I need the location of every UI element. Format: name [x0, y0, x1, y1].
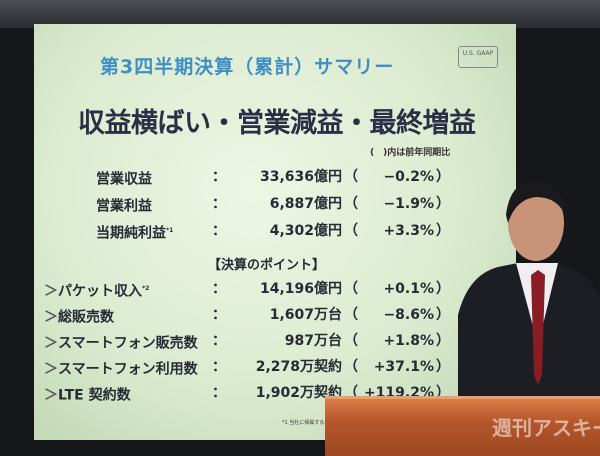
colon: ：: [212, 333, 226, 349]
close-paren: ）: [436, 307, 450, 323]
arrow-icon: ＞: [44, 283, 58, 300]
row-label-text: 総販売数: [58, 309, 114, 326]
close-paren: ）: [436, 281, 450, 297]
row-value: 1,902万契約: [255, 385, 342, 401]
row-label-text: パケット収入: [58, 283, 142, 300]
colon: ：: [212, 359, 226, 375]
row-label-text: スマートフォン利用数: [58, 361, 198, 378]
row-change: +3.3%: [383, 223, 434, 239]
row-label-text: 当期純利益: [96, 225, 166, 242]
slide-title: 第3四半期決算（累計）サマリー: [100, 56, 395, 78]
close-paren: ）: [436, 196, 450, 212]
arrow-icon: ＞: [44, 387, 58, 404]
row-change: −8.6%: [383, 307, 434, 323]
footnote-marker: *1: [166, 227, 174, 234]
row-label-text: LTE 契約数: [58, 387, 131, 404]
open-paren: （: [344, 333, 358, 349]
row-change: +1.8%: [383, 333, 434, 349]
colon: ：: [212, 307, 226, 323]
row-label-text: 営業利益: [96, 198, 152, 215]
close-paren: ）: [436, 359, 450, 375]
row-label: ＞パケット収入*2: [44, 280, 149, 301]
colon: ：: [212, 196, 226, 212]
colon: ：: [212, 281, 226, 297]
row-label: ＞スマートフォン販売数: [44, 332, 198, 353]
row-label: 営業利益: [96, 195, 152, 216]
row-value: 987万台: [284, 333, 342, 349]
watermark-logo: 週刊アスキー: [492, 416, 600, 440]
colon: ：: [212, 223, 226, 239]
row-label: ＞LTE 契約数: [44, 384, 131, 405]
open-paren: （: [344, 359, 358, 375]
open-paren: （: [344, 307, 358, 323]
arrow-icon: ＞: [44, 335, 58, 352]
row-change: −1.9%: [383, 196, 434, 212]
row-label-text: 営業収益: [96, 171, 152, 188]
row-label: 当期純利益*1: [96, 222, 173, 243]
colon: ：: [212, 169, 226, 185]
close-paren: ）: [436, 169, 450, 185]
row-value: 2,278万契約: [255, 359, 342, 375]
row-label: ＞総販売数: [44, 306, 114, 327]
presentation-slide: 第3四半期決算（累計）サマリー U.S. GAAP 収益横ばい・営業減益・最終増…: [34, 24, 516, 440]
podium: [325, 396, 600, 456]
row-value: 14,196億円: [259, 281, 342, 297]
slide-headline: 収益横ばい・営業減益・最終増益: [78, 108, 476, 139]
row-value: 33,636億円: [259, 169, 342, 185]
row-change: −0.2%: [383, 169, 434, 185]
colon: ：: [212, 385, 226, 401]
row-value: 1,607万台: [269, 307, 342, 323]
row-change: +37.1%: [373, 359, 434, 375]
close-paren: ）: [436, 223, 450, 239]
row-label: 営業収益: [96, 168, 152, 189]
row-value: 6,887億円: [269, 196, 342, 212]
footnote: *1 当社に帰属する…: [282, 420, 330, 426]
row-label-text: スマートフォン販売数: [58, 335, 198, 352]
open-paren: （: [344, 169, 358, 185]
comparison-note: ( )内は前年同期比: [370, 148, 451, 158]
footnote-marker: *2: [142, 285, 150, 292]
points-heading: 【決算のポイント】: [208, 258, 326, 273]
open-paren: （: [344, 223, 358, 239]
ceiling: [0, 0, 600, 28]
open-paren: （: [344, 196, 358, 212]
open-paren: （: [344, 281, 358, 297]
gaap-badge: U.S. GAAP: [458, 46, 498, 68]
row-value: 4,302億円: [269, 223, 342, 239]
arrow-icon: ＞: [44, 309, 58, 326]
arrow-icon: ＞: [44, 361, 58, 378]
close-paren: ）: [436, 333, 450, 349]
row-change: +0.1%: [383, 281, 434, 297]
row-label: ＞スマートフォン利用数: [44, 358, 198, 379]
